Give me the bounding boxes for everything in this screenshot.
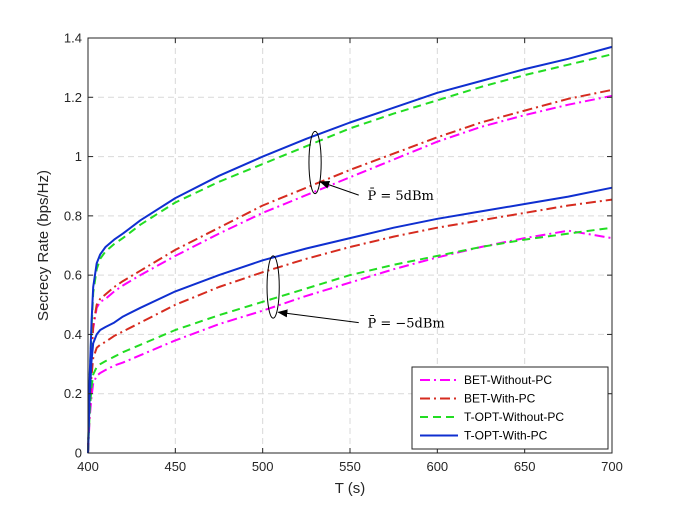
x-tick-label: 400 xyxy=(77,459,99,474)
ticks xyxy=(87,37,613,454)
annotation-label: P̄ = −5dBm xyxy=(367,315,444,331)
x-tick-label: 550 xyxy=(339,459,361,474)
series-line-bet-with-pc-5dbm xyxy=(87,88,613,454)
x-tick-label: 650 xyxy=(514,459,536,474)
annotations: P̄ = 5dBm P̄ = −5dBm xyxy=(266,130,445,332)
series-line-bet-with-pc-5dbm xyxy=(87,198,613,454)
legend: BET-Without-PC BET-With-PC T-OPT-Without-P… xyxy=(411,366,609,450)
series-line-t-opt-with-pc-5dbm xyxy=(87,45,613,454)
series-line-t-opt-with-pc-5dbm xyxy=(87,186,613,454)
legend-label-bet-without-pc: BET-Without-PC xyxy=(464,373,552,387)
y-tick-label: 1.4 xyxy=(64,31,82,46)
y-tick-label: 1 xyxy=(75,149,82,164)
series-line-t-opt-without-pc-5dbm xyxy=(87,226,613,454)
legend-label-bet-with-pc: BET-With-PC xyxy=(464,392,536,406)
y-tick-label: 0.8 xyxy=(64,208,82,223)
series-line-bet-without-pc-5dbm xyxy=(87,94,613,454)
series-line-t-opt-without-pc-5dbm xyxy=(87,53,613,454)
x-tick-label: 700 xyxy=(601,459,623,474)
annotation-arrow xyxy=(319,180,359,196)
x-axis-label: T (s) xyxy=(335,480,366,497)
annotation-ellipse xyxy=(308,130,322,195)
y-tick-label: 1.2 xyxy=(64,90,82,105)
y-tick-label: 0.6 xyxy=(64,268,82,283)
y-axis-label: Secrecy Rate (bps/Hz) xyxy=(35,170,52,321)
legend-label-t-opt-without-pc: T-OPT-Without-PC xyxy=(464,410,564,424)
y-tick-label: 0 xyxy=(75,446,82,461)
tick-labels: 400 450 500 550 600 650 700 0 0.2 0.4 0.6 0.8 1 1.2 1.… xyxy=(64,31,623,475)
series-line-bet-without-pc-5dbm xyxy=(87,229,613,454)
legend-label-t-opt-with-pc: T-OPT-With-PC xyxy=(464,429,548,443)
y-tick-label: 0.4 xyxy=(64,327,82,342)
annotation-ellipse xyxy=(266,255,280,319)
annotation-label: P̄ = 5dBm xyxy=(367,188,433,204)
series-layer xyxy=(87,45,613,454)
annotation-arrow xyxy=(277,309,359,324)
x-tick-label: 500 xyxy=(252,459,274,474)
x-tick-label: 600 xyxy=(426,459,448,474)
y-tick-label: 0.2 xyxy=(64,386,82,401)
x-tick-label: 450 xyxy=(164,459,186,474)
